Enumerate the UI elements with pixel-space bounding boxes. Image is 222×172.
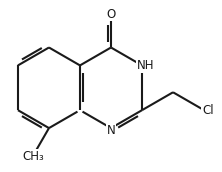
Text: NH: NH <box>137 59 155 72</box>
Text: O: O <box>106 8 116 21</box>
Text: CH₃: CH₃ <box>23 150 44 163</box>
Text: N: N <box>107 124 115 137</box>
Text: Cl: Cl <box>202 104 214 117</box>
